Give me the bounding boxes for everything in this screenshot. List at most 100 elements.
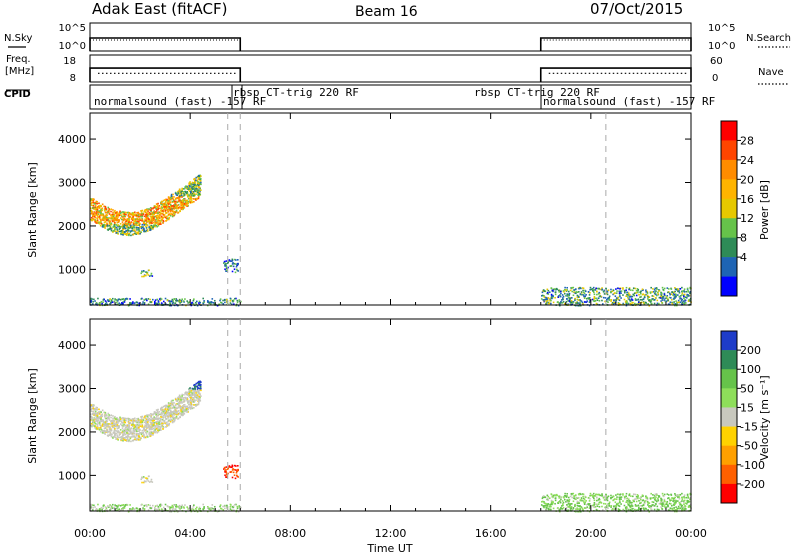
power-echo-point bbox=[150, 220, 152, 222]
velocity-echo-point bbox=[211, 504, 214, 506]
velocity-echo-point bbox=[237, 510, 240, 513]
velocity-echo-point bbox=[166, 423, 169, 426]
power-echo-point bbox=[663, 292, 666, 295]
power-echo-point bbox=[138, 222, 141, 225]
power-echo-point bbox=[98, 216, 101, 218]
power-echo-point bbox=[187, 185, 190, 188]
velocity-echo-point bbox=[133, 424, 136, 426]
velocity-echo-point bbox=[150, 480, 152, 483]
velocity-echo-point bbox=[144, 415, 146, 418]
power-echo-point bbox=[651, 291, 653, 293]
power-echo-point bbox=[138, 228, 140, 231]
velocity-echo-point bbox=[546, 497, 549, 500]
power-echo-point bbox=[155, 210, 157, 213]
power-echo-point bbox=[158, 219, 161, 222]
velocity-echo-point bbox=[171, 414, 174, 417]
velocity-echo-point bbox=[560, 506, 562, 509]
velocity-echo-point bbox=[174, 410, 177, 413]
velocity-echo-point bbox=[611, 496, 614, 499]
velocity-echo-point bbox=[107, 412, 110, 415]
velocity-echo-point bbox=[232, 468, 234, 470]
power-echo-point bbox=[157, 212, 159, 215]
velocity-echo-point bbox=[133, 420, 135, 423]
nsky-tick-bottom: 10^0 bbox=[59, 41, 86, 52]
velocity-echo-point bbox=[592, 506, 595, 508]
velocity-echo-point bbox=[237, 476, 240, 478]
power-echo-point bbox=[647, 296, 649, 298]
power-echo-point bbox=[168, 217, 171, 219]
velocity-echo-point bbox=[127, 434, 129, 436]
power-echo-point bbox=[544, 298, 546, 301]
power-echo-point bbox=[686, 287, 689, 290]
velocity-echo-point bbox=[124, 437, 126, 439]
velocity-echo-point bbox=[678, 501, 681, 504]
velocity-echo-point bbox=[633, 498, 636, 501]
power-echo-point bbox=[668, 296, 671, 299]
velocity-echo-point bbox=[118, 436, 121, 439]
power-echo-point bbox=[195, 301, 197, 304]
velocity-echo-point bbox=[117, 505, 119, 508]
power-echo-point bbox=[120, 218, 123, 221]
power-echo-point bbox=[650, 286, 652, 289]
velocity-echo-point bbox=[631, 501, 634, 504]
velocity-echo-point bbox=[110, 428, 113, 431]
velocity-echo-point bbox=[136, 426, 139, 429]
velocity-echo-point bbox=[597, 499, 600, 501]
velocity-echo-point bbox=[153, 419, 155, 422]
power-echo-point bbox=[168, 198, 170, 201]
power-echo-point bbox=[550, 299, 552, 302]
power-echo-point bbox=[550, 295, 553, 297]
power-echo-point bbox=[95, 207, 98, 210]
velocity-echo-point bbox=[193, 399, 196, 402]
power-echo-point bbox=[632, 293, 635, 296]
power-echo-point bbox=[195, 185, 197, 188]
power-echo-point bbox=[189, 197, 191, 200]
power-echo-point bbox=[136, 220, 139, 223]
power-echo-point bbox=[659, 297, 662, 299]
velocity-echo-point bbox=[618, 498, 621, 501]
power-echo-point bbox=[179, 210, 181, 212]
velocity-echo-point bbox=[117, 420, 119, 423]
velocity-echo-point bbox=[164, 410, 166, 413]
velocity-echo-point bbox=[581, 507, 584, 510]
velocity-echo-point bbox=[179, 416, 181, 418]
velocity-echo-point bbox=[176, 506, 178, 508]
velocity-echo-point bbox=[143, 509, 146, 511]
velocity-echo-point bbox=[544, 504, 546, 507]
velocity-echo-point bbox=[102, 420, 105, 422]
velocity-echo-point bbox=[613, 498, 615, 501]
power-echo-point bbox=[146, 220, 149, 223]
power-echo-point bbox=[139, 232, 141, 235]
velocity-echo-point bbox=[198, 390, 200, 393]
power-echo-point bbox=[617, 303, 620, 305]
power-echo-point bbox=[154, 299, 157, 301]
power-echo-point bbox=[664, 294, 666, 297]
power-echo-point bbox=[202, 297, 205, 300]
velocity-echo-point bbox=[102, 419, 104, 422]
power-echo-point bbox=[170, 197, 173, 200]
power-echo-point bbox=[124, 218, 126, 221]
velocity-echo-point bbox=[188, 390, 190, 393]
power-echo-point bbox=[198, 302, 200, 304]
power-echo-point bbox=[103, 223, 106, 226]
power-echo-point bbox=[625, 295, 628, 298]
power-echo-point bbox=[121, 221, 124, 223]
velocity-echo-point bbox=[193, 406, 195, 409]
power-echo-point bbox=[202, 302, 205, 305]
power-echo-point bbox=[613, 301, 615, 304]
velocity-echo-point bbox=[118, 431, 121, 434]
velocity-echo-point bbox=[117, 422, 119, 424]
power-echo-point bbox=[93, 211, 96, 214]
power-echo-point bbox=[176, 192, 178, 195]
power-echo-point bbox=[90, 207, 92, 210]
power-echo-point bbox=[101, 203, 104, 206]
velocity-echo-point bbox=[607, 507, 609, 509]
velocity-echo-point bbox=[102, 507, 104, 509]
velocity-echo-point bbox=[236, 507, 239, 510]
velocity-echo-point bbox=[174, 508, 176, 511]
power-echo-point bbox=[190, 197, 193, 200]
velocity-echo-point bbox=[149, 426, 151, 428]
power-echo-point bbox=[216, 304, 219, 307]
power-echo-point bbox=[102, 215, 105, 218]
power-echo-point bbox=[197, 183, 200, 185]
